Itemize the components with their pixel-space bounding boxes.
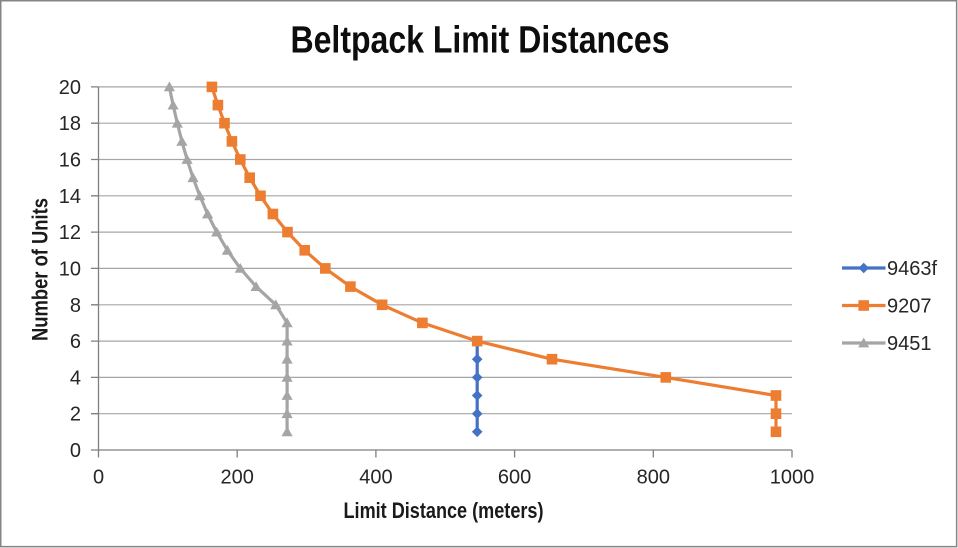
svg-text:9463f: 9463f <box>887 258 937 280</box>
svg-text:Number of Units: Number of Units <box>27 198 52 341</box>
svg-text:4: 4 <box>70 367 81 389</box>
svg-text:2: 2 <box>70 404 81 426</box>
svg-text:1000: 1000 <box>770 466 815 488</box>
svg-text:6: 6 <box>70 331 81 353</box>
svg-text:800: 800 <box>637 466 670 488</box>
svg-text:600: 600 <box>498 466 531 488</box>
svg-text:20: 20 <box>59 77 81 99</box>
svg-text:Beltpack Limit Distances: Beltpack Limit Distances <box>291 20 670 62</box>
svg-text:16: 16 <box>59 150 81 172</box>
svg-text:8: 8 <box>70 295 81 317</box>
svg-text:12: 12 <box>59 222 81 244</box>
svg-text:9207: 9207 <box>887 296 932 318</box>
svg-text:0: 0 <box>70 440 81 462</box>
svg-text:400: 400 <box>359 466 392 488</box>
svg-text:9451: 9451 <box>887 333 932 355</box>
svg-text:Limit Distance (meters): Limit Distance (meters) <box>344 498 544 523</box>
svg-text:200: 200 <box>221 466 254 488</box>
svg-text:18: 18 <box>59 113 81 135</box>
svg-text:14: 14 <box>59 186 81 208</box>
svg-text:0: 0 <box>93 466 104 488</box>
svg-text:10: 10 <box>59 258 81 280</box>
